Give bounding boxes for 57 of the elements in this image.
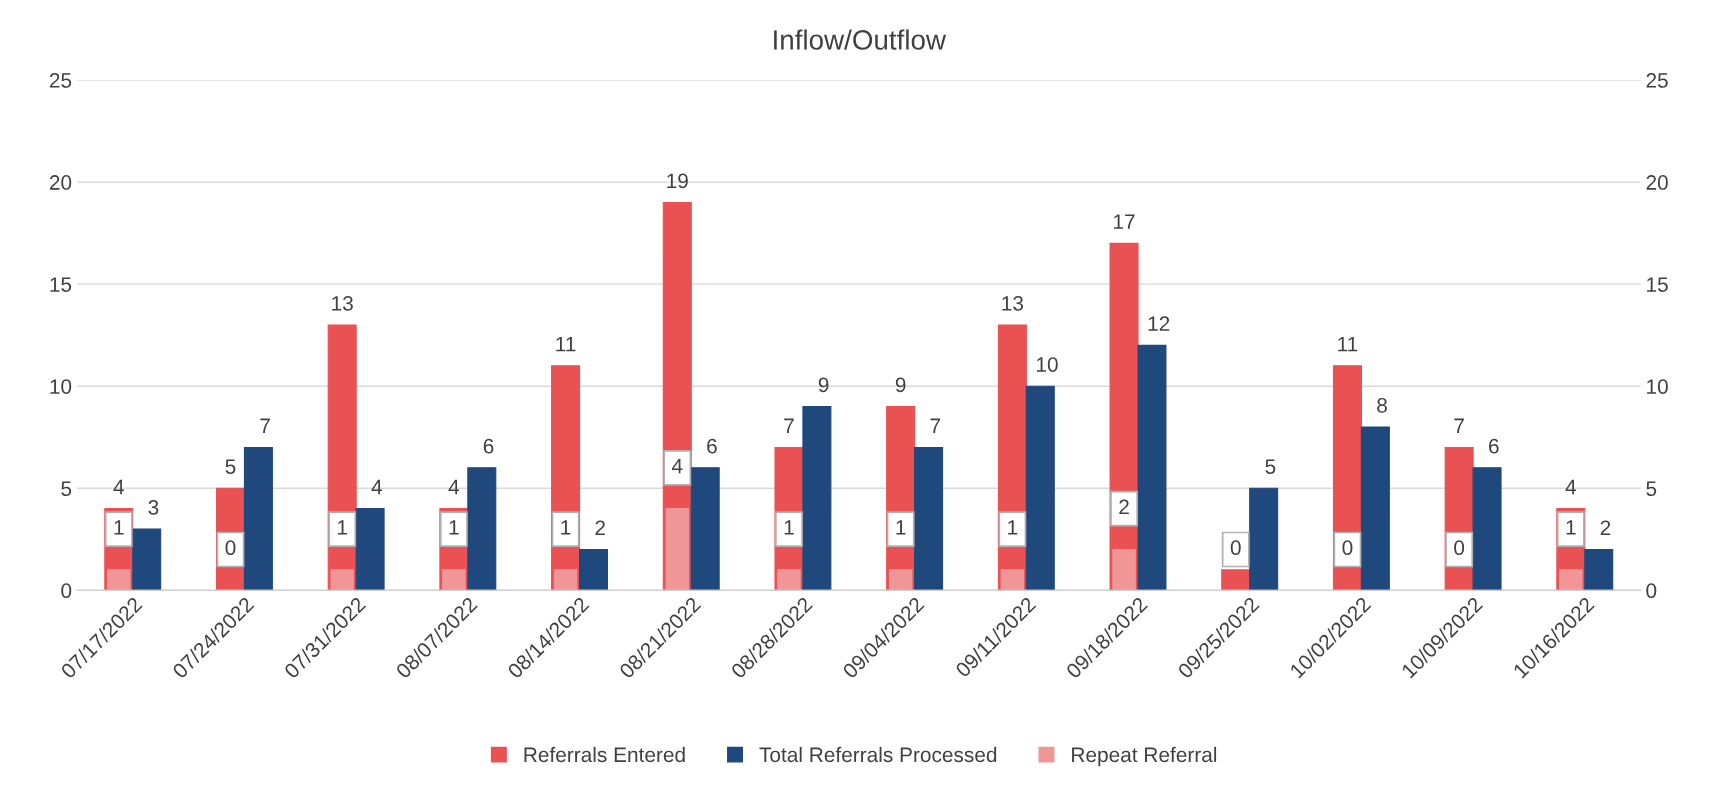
data-label: 1 (449, 520, 459, 535)
data-label: 0 (225, 540, 236, 556)
y2-tick-label: 0 (1646, 583, 1657, 599)
y-tick-label: 15 (50, 277, 72, 292)
data-label: 10 (1036, 357, 1058, 372)
data-label: 19 (667, 173, 688, 189)
data-label: 0 (1230, 540, 1241, 556)
legend-label: Repeat Referral (1072, 746, 1217, 767)
data-label: 4 (113, 479, 124, 495)
legend-label: Total Referrals Processed (759, 746, 997, 763)
data-label: 7 (1454, 418, 1464, 433)
y2-tick-label: 15 (1647, 277, 1668, 292)
data-label: 13 (332, 295, 353, 311)
data-label: 4 (371, 479, 382, 495)
y2-tick-label: 20 (1646, 175, 1668, 190)
data-label: 0 (1454, 540, 1465, 556)
y2-tick-label: 5 (1646, 481, 1657, 497)
y-tick-label: 20 (49, 175, 72, 190)
data-label: 9 (818, 377, 829, 393)
data-label: 1 (337, 520, 347, 535)
data-label: 8 (1377, 397, 1387, 413)
y-tick-label: 5 (61, 481, 72, 497)
data-label: 2 (595, 520, 605, 535)
data-label: 6 (707, 438, 717, 454)
data-label: 5 (1265, 459, 1276, 474)
data-label: 0 (1342, 540, 1353, 556)
data-label: 1 (896, 520, 906, 535)
data-label: 6 (483, 438, 494, 454)
data-label: 7 (930, 418, 941, 433)
data-label: 1 (1008, 520, 1018, 535)
legend-label: Referrals Entered (524, 746, 685, 763)
data-label: 12 (1148, 316, 1170, 331)
data-label: 1 (784, 520, 794, 535)
y-tick-label: 25 (49, 73, 72, 88)
data-label: 4 (1565, 479, 1577, 495)
data-label: 5 (225, 459, 236, 474)
data-label: 13 (1002, 295, 1024, 311)
data-label: 2 (1600, 520, 1611, 535)
y2-tick-label: 10 (1647, 379, 1668, 394)
data-label: 11 (1338, 336, 1358, 352)
y2-tick-label: 25 (1646, 73, 1668, 88)
y-tick-label: 0 (61, 583, 72, 599)
data-label: 9 (895, 377, 906, 393)
chart-title: Inflow/Outflow (774, 29, 947, 50)
data-label: 1 (561, 520, 571, 535)
data-label: 17 (1114, 214, 1135, 229)
data-label: 7 (784, 418, 794, 433)
data-label: 2 (1119, 499, 1129, 515)
data-label: 6 (1489, 438, 1499, 454)
data-label: 11 (556, 336, 576, 352)
data-label: 4 (448, 479, 460, 495)
data-label: 4 (671, 458, 683, 474)
data-label: 3 (148, 500, 159, 515)
y-tick-label: 10 (50, 379, 72, 394)
data-label: 1 (114, 520, 124, 535)
data-label: 1 (1566, 520, 1576, 535)
data-label: 7 (260, 418, 270, 433)
